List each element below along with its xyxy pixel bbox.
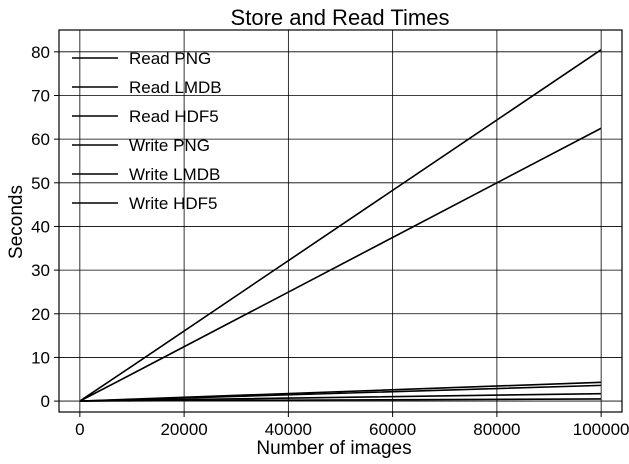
x-axis-ticks: 0 20000 40000 60000 80000 100000 <box>75 412 629 439</box>
y-tick-label: 40 <box>31 217 50 236</box>
legend-label-write-lmdb: Write LMDB <box>129 165 220 184</box>
legend-label-read-hdf5: Read HDF5 <box>129 107 219 126</box>
x-tick-label: 0 <box>75 420 84 439</box>
y-tick-label: 20 <box>31 305 50 324</box>
y-tick-label: 30 <box>31 261 50 280</box>
legend-label-read-png: Read PNG <box>129 49 211 68</box>
y-tick-label: 0 <box>41 392 50 411</box>
chart-title: Store and Read Times <box>231 5 450 30</box>
x-axis-label: Number of images <box>256 438 411 459</box>
y-tick-label: 50 <box>31 174 50 193</box>
y-tick-label: 60 <box>31 130 50 149</box>
series-lines <box>79 48 602 402</box>
legend-label-read-lmdb: Read LMDB <box>129 78 222 97</box>
series-line-read-png <box>79 48 602 402</box>
y-axis-ticks: 0 10 20 30 40 50 60 70 80 <box>31 43 59 411</box>
x-tick-label: 100000 <box>573 420 629 439</box>
y-axis-label: Seconds <box>6 185 27 259</box>
legend: Read PNG Read LMDB Read HDF5 Write PNG Write… <box>72 49 222 213</box>
grid-lines <box>59 30 622 412</box>
x-tick-label: 40000 <box>265 420 312 439</box>
x-tick-label: 60000 <box>369 420 416 439</box>
x-tick-label: 20000 <box>160 420 207 439</box>
legend-label-write-hdf5: Write HDF5 <box>129 194 217 213</box>
y-tick-label: 70 <box>31 86 50 105</box>
y-tick-label: 80 <box>31 43 50 62</box>
series-line-write-hdf5 <box>79 398 602 402</box>
y-tick-label: 10 <box>31 348 50 367</box>
x-tick-label: 80000 <box>473 420 520 439</box>
plot-frame <box>58 29 623 413</box>
legend-label-write-png: Write PNG <box>129 136 210 155</box>
